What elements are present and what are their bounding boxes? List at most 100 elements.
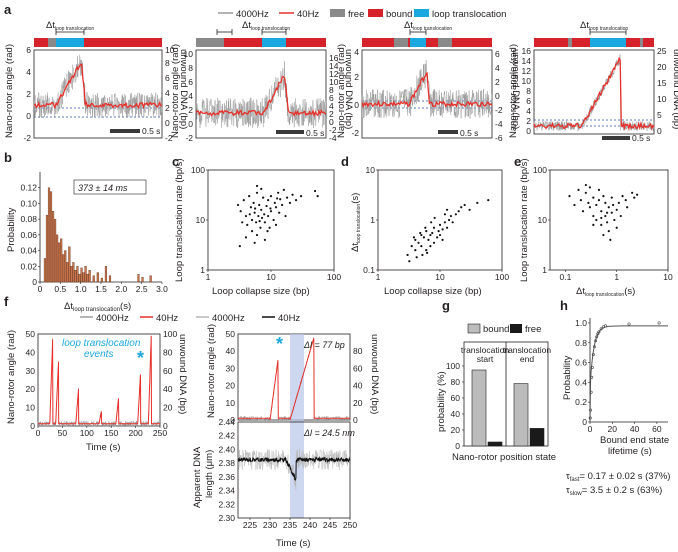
histogram-bar <box>64 250 67 283</box>
tick-label: 100 <box>80 428 94 438</box>
state-bar-loop <box>590 38 626 47</box>
tick-label: 1 <box>206 272 211 282</box>
trace-40hz <box>361 72 493 109</box>
axes-frame <box>377 169 503 271</box>
y-tick-right: 16 <box>329 53 339 63</box>
scatter-point <box>617 201 620 204</box>
tick-label: 100 <box>495 272 509 282</box>
tick-label: 0.1 <box>560 272 572 282</box>
tick-label: 2.0 <box>115 284 127 294</box>
tick-label: 10 <box>196 215 206 225</box>
scatter-point <box>626 206 629 209</box>
histogram-bar <box>80 267 83 283</box>
scatter-point <box>241 221 244 224</box>
data-point <box>604 324 608 328</box>
scatter-point <box>600 223 603 226</box>
y-tick-right: 2 <box>165 103 170 113</box>
panel-a: Δtloop translocation 0.5 s -2 0 2 4 6 -2… <box>4 20 678 143</box>
tick-label: 0 <box>588 424 593 434</box>
data-point <box>590 366 594 370</box>
tick-label: 10 <box>435 272 445 282</box>
group-label: translocation <box>503 345 551 355</box>
tick-label: 0.5 <box>54 284 66 294</box>
scatter-point <box>248 213 251 216</box>
cdf-plot <box>588 321 668 423</box>
tick-label: 230 <box>263 520 277 530</box>
scatter-point <box>429 233 432 237</box>
dt-label: Δtloop translocation <box>580 20 628 32</box>
scatter-point <box>254 221 258 224</box>
y-tick: 8 <box>188 63 193 73</box>
scatter-point <box>437 229 440 233</box>
state-bar-bound <box>196 38 326 47</box>
zoom-trace <box>238 337 351 422</box>
tick-label: 1 <box>376 272 381 282</box>
y-label-left: Nano-rotor angle (rad) <box>170 44 181 138</box>
scatter-point <box>600 216 603 220</box>
scatter-point <box>242 199 245 202</box>
scatter-point <box>595 203 598 207</box>
y-tick-right: 4 <box>495 63 500 73</box>
tick-label: 10 <box>538 215 548 225</box>
scatter-point <box>253 241 256 244</box>
scatter-point <box>427 238 430 241</box>
tick-label: 0 <box>230 415 235 425</box>
histogram-bar <box>74 270 77 283</box>
tick-label: 0 <box>163 421 168 431</box>
data-point <box>590 375 594 379</box>
axis-ticks: 0 10 20 30 40 50 0 20 40 60 80 <box>226 329 363 425</box>
panel-f: 4000Hz 40Hz 4000Hz 40Hz 0 50 100 150 200 2500… <box>6 313 380 549</box>
tick-label: 10 <box>366 165 376 175</box>
scatter-points <box>406 199 490 263</box>
scatter-point <box>282 188 285 191</box>
legend-label: 40Hz <box>278 313 300 324</box>
scatter-point <box>246 223 249 226</box>
histogram-bar <box>62 254 65 283</box>
y-tick-right: 5 <box>657 110 662 120</box>
histogram-bar <box>72 262 75 283</box>
scatter-point <box>269 210 273 213</box>
axis-ticks: 0 0.5 1.0 1.5 2.0 2.5 3.0 0 0.02 0.04 0.06 0.08 0.10… <box>20 183 168 294</box>
scatter-point <box>636 193 639 196</box>
data-point <box>589 408 593 412</box>
y-label-right: unwound DNA (bp) <box>671 49 678 129</box>
y-tick-right: 8 <box>165 58 170 68</box>
tick-label: 3.0 <box>156 284 168 294</box>
scatter-point <box>463 203 466 207</box>
data-point <box>589 390 593 394</box>
legend-free-label: free <box>525 324 541 335</box>
y-tick-right: 10 <box>329 77 339 87</box>
state-bar-loop <box>262 38 286 47</box>
y-label-line1: Apparent DNA <box>192 446 203 508</box>
scatter-point <box>606 211 609 214</box>
legend-free-swatch <box>330 9 345 17</box>
tick-label: 2.5 <box>136 284 148 294</box>
scatter-point <box>260 216 264 220</box>
histogram-bar <box>141 277 144 283</box>
y-tick: 6 <box>526 96 531 106</box>
panel-label-c: c <box>172 154 179 169</box>
trace-1: Δtloop translocation 0.5 s -2 0 2 4 6 -2… <box>4 20 189 143</box>
trace-4000hz <box>533 54 655 132</box>
scatter-point <box>441 238 444 241</box>
scatter-point <box>597 188 601 191</box>
dna-length-trace <box>237 449 351 491</box>
histogram-bar <box>96 272 99 283</box>
legend-label: 4000Hz <box>212 313 245 324</box>
scatter-point <box>417 241 420 244</box>
scatter-point <box>272 218 275 222</box>
y-tick-right: 20 <box>657 62 667 72</box>
scatter-point <box>279 198 282 201</box>
scatter-point <box>288 201 292 204</box>
y-tick: 0 <box>188 119 193 129</box>
scale-bar <box>276 130 304 134</box>
scatter-point <box>624 199 627 202</box>
group-label: end <box>520 354 534 364</box>
x-label-line2: lifetime (s) <box>608 446 652 457</box>
tick-label: 0.04 <box>20 246 37 256</box>
top-legend: 4000Hz 40Hz free bound loop translocatio… <box>218 9 506 20</box>
delta-nm-annotation: Δl = 24.5 nm <box>303 428 355 438</box>
legend-free-label: free <box>348 9 364 20</box>
tick-label: 40 <box>226 346 236 356</box>
